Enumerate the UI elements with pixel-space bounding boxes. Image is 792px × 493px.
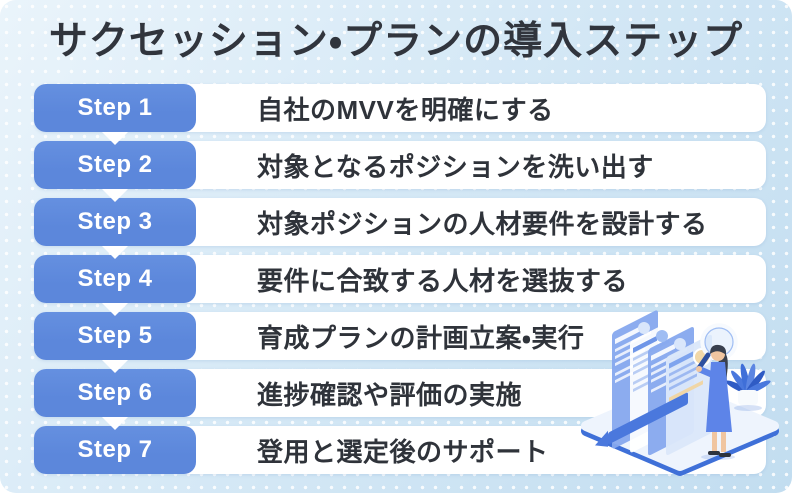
page-title: サクセッション・プランの導入ステップ bbox=[48, 20, 744, 63]
step-row-2: 対象となるポジションを洗い出す Step 2 bbox=[34, 141, 766, 202]
step-badge: Step 1 bbox=[34, 84, 196, 132]
step-badge: Step 6 bbox=[34, 369, 196, 417]
step-row-1: 自社のMVVを明確にする Step 1 bbox=[34, 84, 766, 145]
step-text: 要件に合致する人材を選抜する bbox=[257, 265, 629, 296]
arrow-down-icon bbox=[102, 189, 128, 202]
plant-icon bbox=[725, 363, 771, 411]
step-text: 対象ポジションの人材要件を設計する bbox=[257, 208, 708, 239]
step-row-3: 対象ポジションの人材要件を設計する Step 3 bbox=[34, 198, 766, 259]
arrow-down-icon bbox=[102, 246, 128, 259]
step-text: 進捗確認や評価の実施 bbox=[257, 379, 523, 410]
step-text: 自社のMVVを明確にする bbox=[257, 94, 554, 125]
woman-figure bbox=[696, 344, 735, 460]
step-text: 育成プランの計画立案・実行 bbox=[257, 322, 585, 353]
arrow-down-icon bbox=[102, 417, 128, 430]
resume-review-illustration bbox=[581, 310, 779, 476]
step-text: 登用と選定後のサポート bbox=[257, 436, 549, 467]
arrow-down-icon bbox=[102, 303, 128, 316]
arrow-down-icon bbox=[102, 360, 128, 373]
step-text: 対象となるポジションを洗い出す bbox=[257, 151, 654, 182]
arrow-down-icon bbox=[102, 132, 128, 145]
step-badge: Step 4 bbox=[34, 255, 196, 303]
step-badge: Step 2 bbox=[34, 141, 196, 189]
step-badge: Step 7 bbox=[34, 426, 196, 474]
step-row-4: 要件に合致する人材を選抜する Step 4 bbox=[34, 255, 766, 316]
step-badge: Step 3 bbox=[34, 198, 196, 246]
step-badge: Step 5 bbox=[34, 312, 196, 360]
